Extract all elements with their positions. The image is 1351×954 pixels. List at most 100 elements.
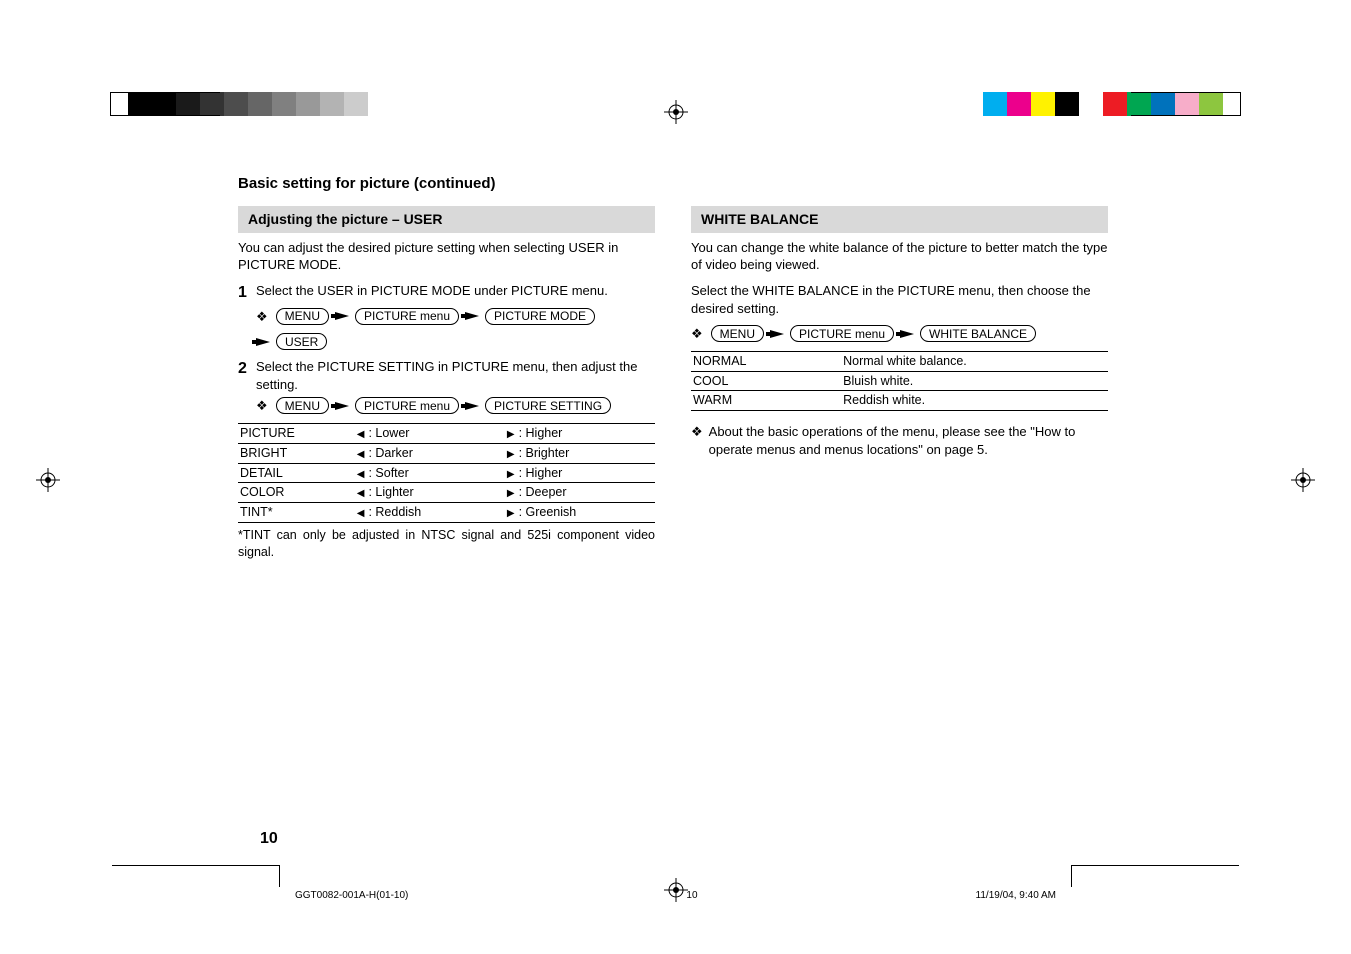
tint-footnote: *TINT can only be adjusted in NTSC signa… [238,527,655,561]
page-content: Basic setting for picture (continued) Ad… [238,175,1108,561]
menu-path-1b: USER [256,333,655,350]
color-swatch [248,92,272,116]
table-row: WARMReddish white. [691,391,1108,411]
step-number-1: 1 [238,282,256,304]
wb-name: NORMAL [691,351,841,371]
user-pill: USER [276,333,327,350]
section-title: Basic setting for picture (continued) [238,175,1108,192]
right-intro-2: Select the WHITE BALANCE in the PICTURE … [691,282,1108,317]
operations-note-text: About the basic operations of the menu, … [709,423,1108,458]
step-2-text: Select the PICTURE SETTING in PICTURE me… [256,358,655,393]
setting-left: : Lower [355,423,505,443]
footer-timestamp: 11/19/04, 9:40 AM [976,890,1056,901]
setting-right: : Greenish [505,503,655,523]
table-row: TINT*: Reddish: Greenish [238,503,655,523]
menu-pill: MENU [276,308,329,325]
menu-path-1: ❖ MENU PICTURE menu PICTURE MODE [256,308,655,326]
picture-setting-pill: PICTURE SETTING [485,397,611,414]
right-column: WHITE BALANCE You can change the white b… [691,206,1108,561]
color-swatch [320,92,344,116]
color-swatch [224,92,248,116]
arrow-right-icon [335,312,349,320]
white-balance-tbody: NORMALNormal white balance.COOLBluish wh… [691,351,1108,411]
asterisk-icon: ❖ [691,423,703,458]
color-swatch [1055,92,1079,116]
reg-outline-right [1131,92,1241,116]
color-swatch [272,92,296,116]
registration-target-left [36,468,60,492]
setting-name: PICTURE [238,423,355,443]
left-column: Adjusting the picture – USER You can adj… [238,206,655,561]
setting-left: : Lighter [355,483,505,503]
menu-pill: MENU [711,325,764,342]
white-balance-table: NORMALNormal white balance.COOLBluish wh… [691,351,1108,412]
left-intro: You can adjust the desired picture setti… [238,239,655,274]
color-swatch [1031,92,1055,116]
registration-target-right [1291,468,1315,492]
table-row: PICTURE: Lower: Higher [238,423,655,443]
arrow-right-icon [256,338,270,346]
color-swatch [1007,92,1031,116]
step-number-2: 2 [238,358,256,393]
table-row: COLOR: Lighter: Deeper [238,483,655,503]
wb-name: COOL [691,371,841,391]
table-row: NORMALNormal white balance. [691,351,1108,371]
arrow-right-icon [770,330,784,338]
footer-page: 10 [686,890,697,901]
asterisk-icon: ❖ [256,397,268,415]
setting-name: COLOR [238,483,355,503]
setting-right: : Brighter [505,443,655,463]
right-heading: WHITE BALANCE [691,206,1108,233]
arrow-right-icon [335,402,349,410]
operations-note: ❖ About the basic operations of the menu… [691,423,1108,458]
footer-crop-right [1071,865,1239,887]
color-swatch [983,92,1007,116]
picture-menu-pill: PICTURE menu [790,325,894,342]
registration-target-top [664,100,688,124]
footer-crop-left [112,865,280,887]
footer-doc-code: GGT0082-001A-H(01-10) [295,890,408,901]
setting-right: : Higher [505,423,655,443]
setting-left: : Reddish [355,503,505,523]
wb-desc: Bluish white. [841,371,1108,391]
arrow-right-icon [465,402,479,410]
color-swatch [296,92,320,116]
arrow-right-icon [900,330,914,338]
setting-right: : Deeper [505,483,655,503]
step-1-text: Select the USER in PICTURE MODE under PI… [256,282,655,304]
table-row: COOLBluish white. [691,371,1108,391]
footer-metadata: GGT0082-001A-H(01-10) 10 11/19/04, 9:40 … [295,890,1056,901]
wb-desc: Reddish white. [841,391,1108,411]
picture-settings-tbody: PICTURE: Lower: HigherBRIGHT: Darker: Br… [238,423,655,522]
picture-settings-table: PICTURE: Lower: HigherBRIGHT: Darker: Br… [238,423,655,523]
reg-outline-left [110,92,220,116]
picture-menu-pill: PICTURE menu [355,397,459,414]
setting-left: : Softer [355,463,505,483]
color-swatch [1103,92,1127,116]
page-number: 10 [260,830,278,848]
setting-name: DETAIL [238,463,355,483]
table-row: BRIGHT: Darker: Brighter [238,443,655,463]
white-balance-pill: WHITE BALANCE [920,325,1036,342]
table-row: DETAIL: Softer: Higher [238,463,655,483]
step-1: 1 Select the USER in PICTURE MODE under … [238,282,655,304]
setting-right: : Higher [505,463,655,483]
picture-menu-pill: PICTURE menu [355,308,459,325]
asterisk-icon: ❖ [691,325,703,343]
wb-name: WARM [691,391,841,411]
step-2: 2 Select the PICTURE SETTING in PICTURE … [238,358,655,393]
arrow-right-icon [465,312,479,320]
asterisk-icon: ❖ [256,308,268,326]
right-intro-1: You can change the white balance of the … [691,239,1108,274]
setting-name: BRIGHT [238,443,355,463]
menu-pill: MENU [276,397,329,414]
color-swatch [1079,92,1103,116]
color-swatch [344,92,368,116]
setting-left: : Darker [355,443,505,463]
left-heading: Adjusting the picture – USER [238,206,655,233]
wb-desc: Normal white balance. [841,351,1108,371]
menu-path-wb: ❖ MENU PICTURE menu WHITE BALANCE [691,325,1108,343]
setting-name: TINT* [238,503,355,523]
picture-mode-pill: PICTURE MODE [485,308,595,325]
menu-path-2: ❖ MENU PICTURE menu PICTURE SETTING [256,397,655,415]
